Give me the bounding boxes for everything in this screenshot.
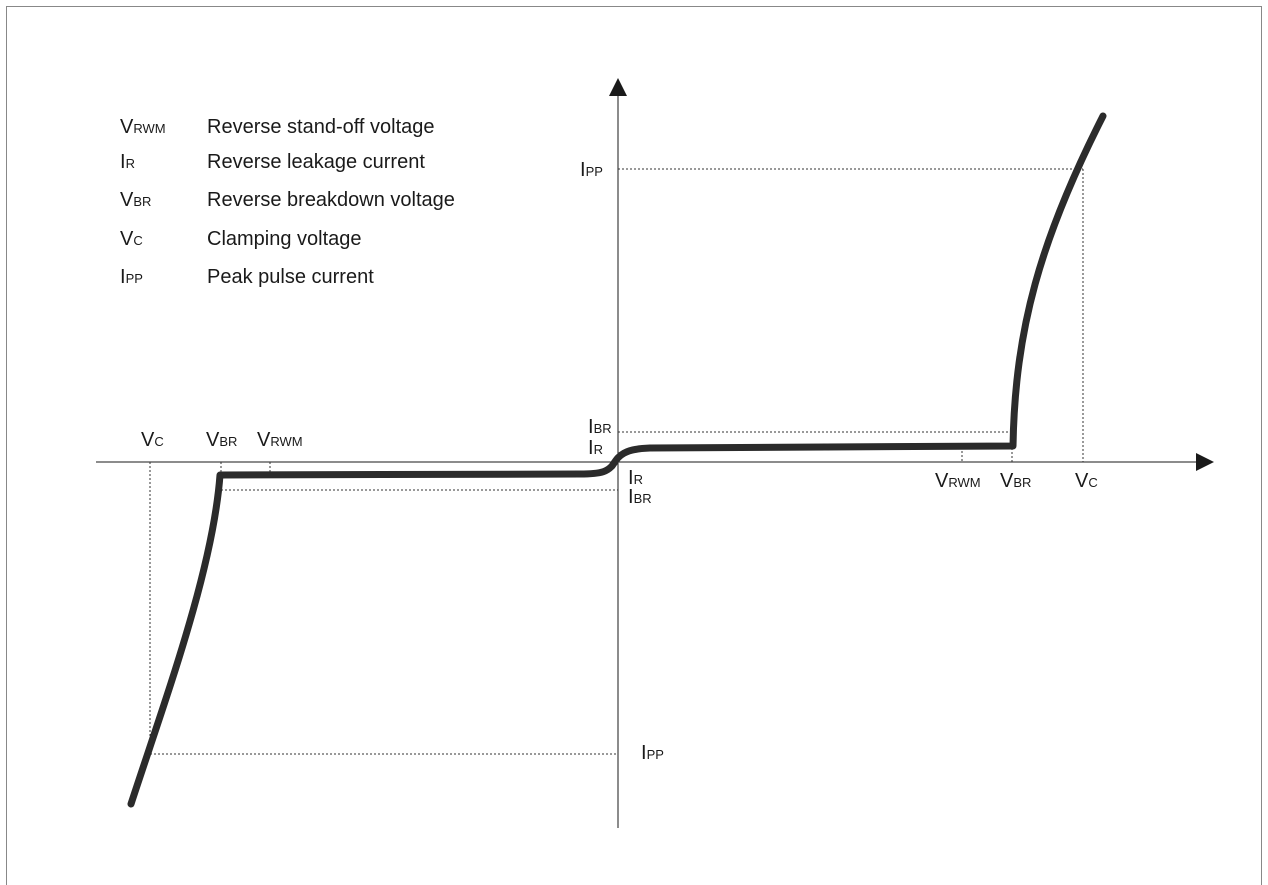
x-axis-arrowhead (1196, 453, 1214, 471)
legend-row-ir: IR Reverse leakage current (120, 151, 425, 173)
legend-symbol-sub: PP (126, 271, 143, 286)
y-axis-arrowhead (609, 78, 627, 96)
label-main: I (628, 486, 634, 508)
legend: VRWM Reverse stand-off voltage IR Revers… (120, 116, 455, 288)
label-sub: PP (586, 164, 603, 179)
legend-symbol-sub: BR (133, 194, 151, 209)
label-neg-vbr: VBR (206, 429, 237, 451)
label-neg-vrwm: VRWM (257, 429, 303, 451)
label-main: V (206, 429, 220, 451)
label-sub: BR (1013, 475, 1031, 490)
label-main: V (257, 429, 271, 451)
label-sub: PP (647, 747, 664, 762)
legend-row-vc: VC Clamping voltage (120, 228, 362, 250)
legend-symbol-sub: C (133, 233, 142, 248)
legend-symbol-sub: RWM (133, 121, 165, 136)
label-main: I (588, 416, 594, 438)
label-pos-ir: IR (588, 437, 603, 459)
legend-symbol-ipp: IPP (120, 266, 143, 288)
legend-desc-ipp: Peak pulse current (207, 266, 374, 288)
legend-symbol-main: V (120, 228, 134, 250)
legend-symbol-main: I (120, 266, 126, 288)
iv-curve (127, 112, 1107, 808)
legend-symbol-main: V (120, 116, 134, 138)
legend-desc-vc: Clamping voltage (207, 228, 362, 250)
legend-symbol-main: I (120, 151, 126, 173)
legend-row-vbr: VBR Reverse breakdown voltage (120, 189, 455, 211)
legend-symbol-sub: R (126, 156, 135, 171)
legend-row-ipp: IPP Peak pulse current (120, 266, 374, 288)
label-main: V (935, 470, 949, 492)
legend-symbol-ir: IR (120, 151, 135, 173)
label-main: I (588, 437, 594, 459)
label-main: V (1000, 470, 1014, 492)
label-sub: RWM (270, 434, 302, 449)
label-neg-ipp: IPP (641, 742, 664, 764)
label-sub: C (1088, 475, 1097, 490)
legend-symbol-vc: VC (120, 228, 143, 250)
label-main: I (628, 467, 634, 489)
legend-symbol-main: V (120, 189, 134, 211)
legend-row-vrwm: VRWM Reverse stand-off voltage (120, 116, 435, 138)
label-sub: R (594, 442, 603, 457)
label-pos-vc: VC (1075, 470, 1098, 492)
legend-desc-vbr: Reverse breakdown voltage (207, 189, 455, 211)
label-main: V (141, 429, 155, 451)
label-pos-ibr: IBR (588, 416, 612, 438)
label-pos-vrwm: VRWM (935, 470, 981, 492)
legend-desc-ir: Reverse leakage current (207, 151, 425, 173)
label-main: V (1075, 470, 1089, 492)
label-sub: C (154, 434, 163, 449)
label-sub: BR (219, 434, 237, 449)
label-neg-ir: IR (628, 467, 643, 489)
legend-symbol-vbr: VBR (120, 189, 151, 211)
legend-symbol-vrwm: VRWM (120, 116, 166, 138)
label-neg-vc: VC (141, 429, 164, 451)
label-neg-ibr: IBR (628, 486, 652, 508)
legend-desc-vrwm: Reverse stand-off voltage (207, 116, 435, 138)
label-pos-ipp: IPP (580, 159, 603, 181)
label-sub: R (634, 472, 643, 487)
label-sub: BR (594, 421, 612, 436)
label-pos-vbr: VBR (1000, 470, 1031, 492)
label-sub: BR (634, 491, 652, 506)
label-sub: RWM (948, 475, 980, 490)
label-main: I (580, 159, 586, 181)
label-main: I (641, 742, 647, 764)
frame-border (6, 6, 1262, 885)
